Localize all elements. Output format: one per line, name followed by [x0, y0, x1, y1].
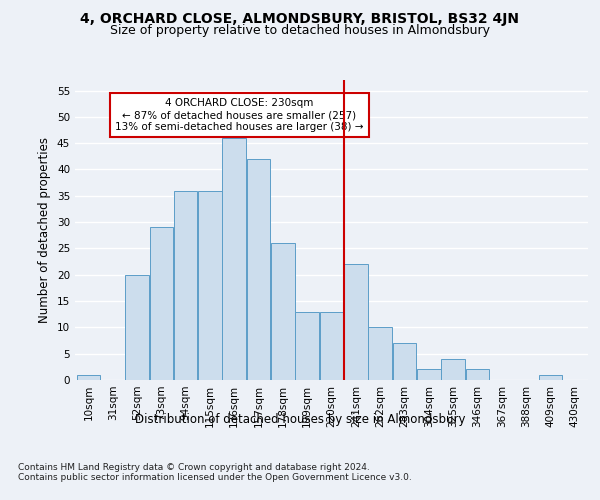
Bar [271, 243, 295, 380]
Bar [174, 190, 197, 380]
Text: Contains HM Land Registry data © Crown copyright and database right 2024.
Contai: Contains HM Land Registry data © Crown c… [18, 462, 412, 482]
Bar [247, 159, 271, 380]
Bar [149, 228, 173, 380]
Bar [77, 374, 100, 380]
Bar [392, 343, 416, 380]
Bar [539, 374, 562, 380]
Bar [344, 264, 368, 380]
Bar [466, 370, 489, 380]
Bar [223, 138, 246, 380]
Bar [417, 370, 440, 380]
Bar [441, 359, 465, 380]
Bar [295, 312, 319, 380]
Text: Distribution of detached houses by size in Almondsbury: Distribution of detached houses by size … [135, 412, 465, 426]
Text: 4, ORCHARD CLOSE, ALMONDSBURY, BRISTOL, BS32 4JN: 4, ORCHARD CLOSE, ALMONDSBURY, BRISTOL, … [80, 12, 520, 26]
Text: 4 ORCHARD CLOSE: 230sqm
← 87% of detached houses are smaller (257)
13% of semi-d: 4 ORCHARD CLOSE: 230sqm ← 87% of detache… [115, 98, 364, 132]
Bar [320, 312, 343, 380]
Bar [125, 274, 149, 380]
Text: Size of property relative to detached houses in Almondsbury: Size of property relative to detached ho… [110, 24, 490, 37]
Y-axis label: Number of detached properties: Number of detached properties [38, 137, 52, 323]
Bar [368, 328, 392, 380]
Bar [198, 190, 222, 380]
